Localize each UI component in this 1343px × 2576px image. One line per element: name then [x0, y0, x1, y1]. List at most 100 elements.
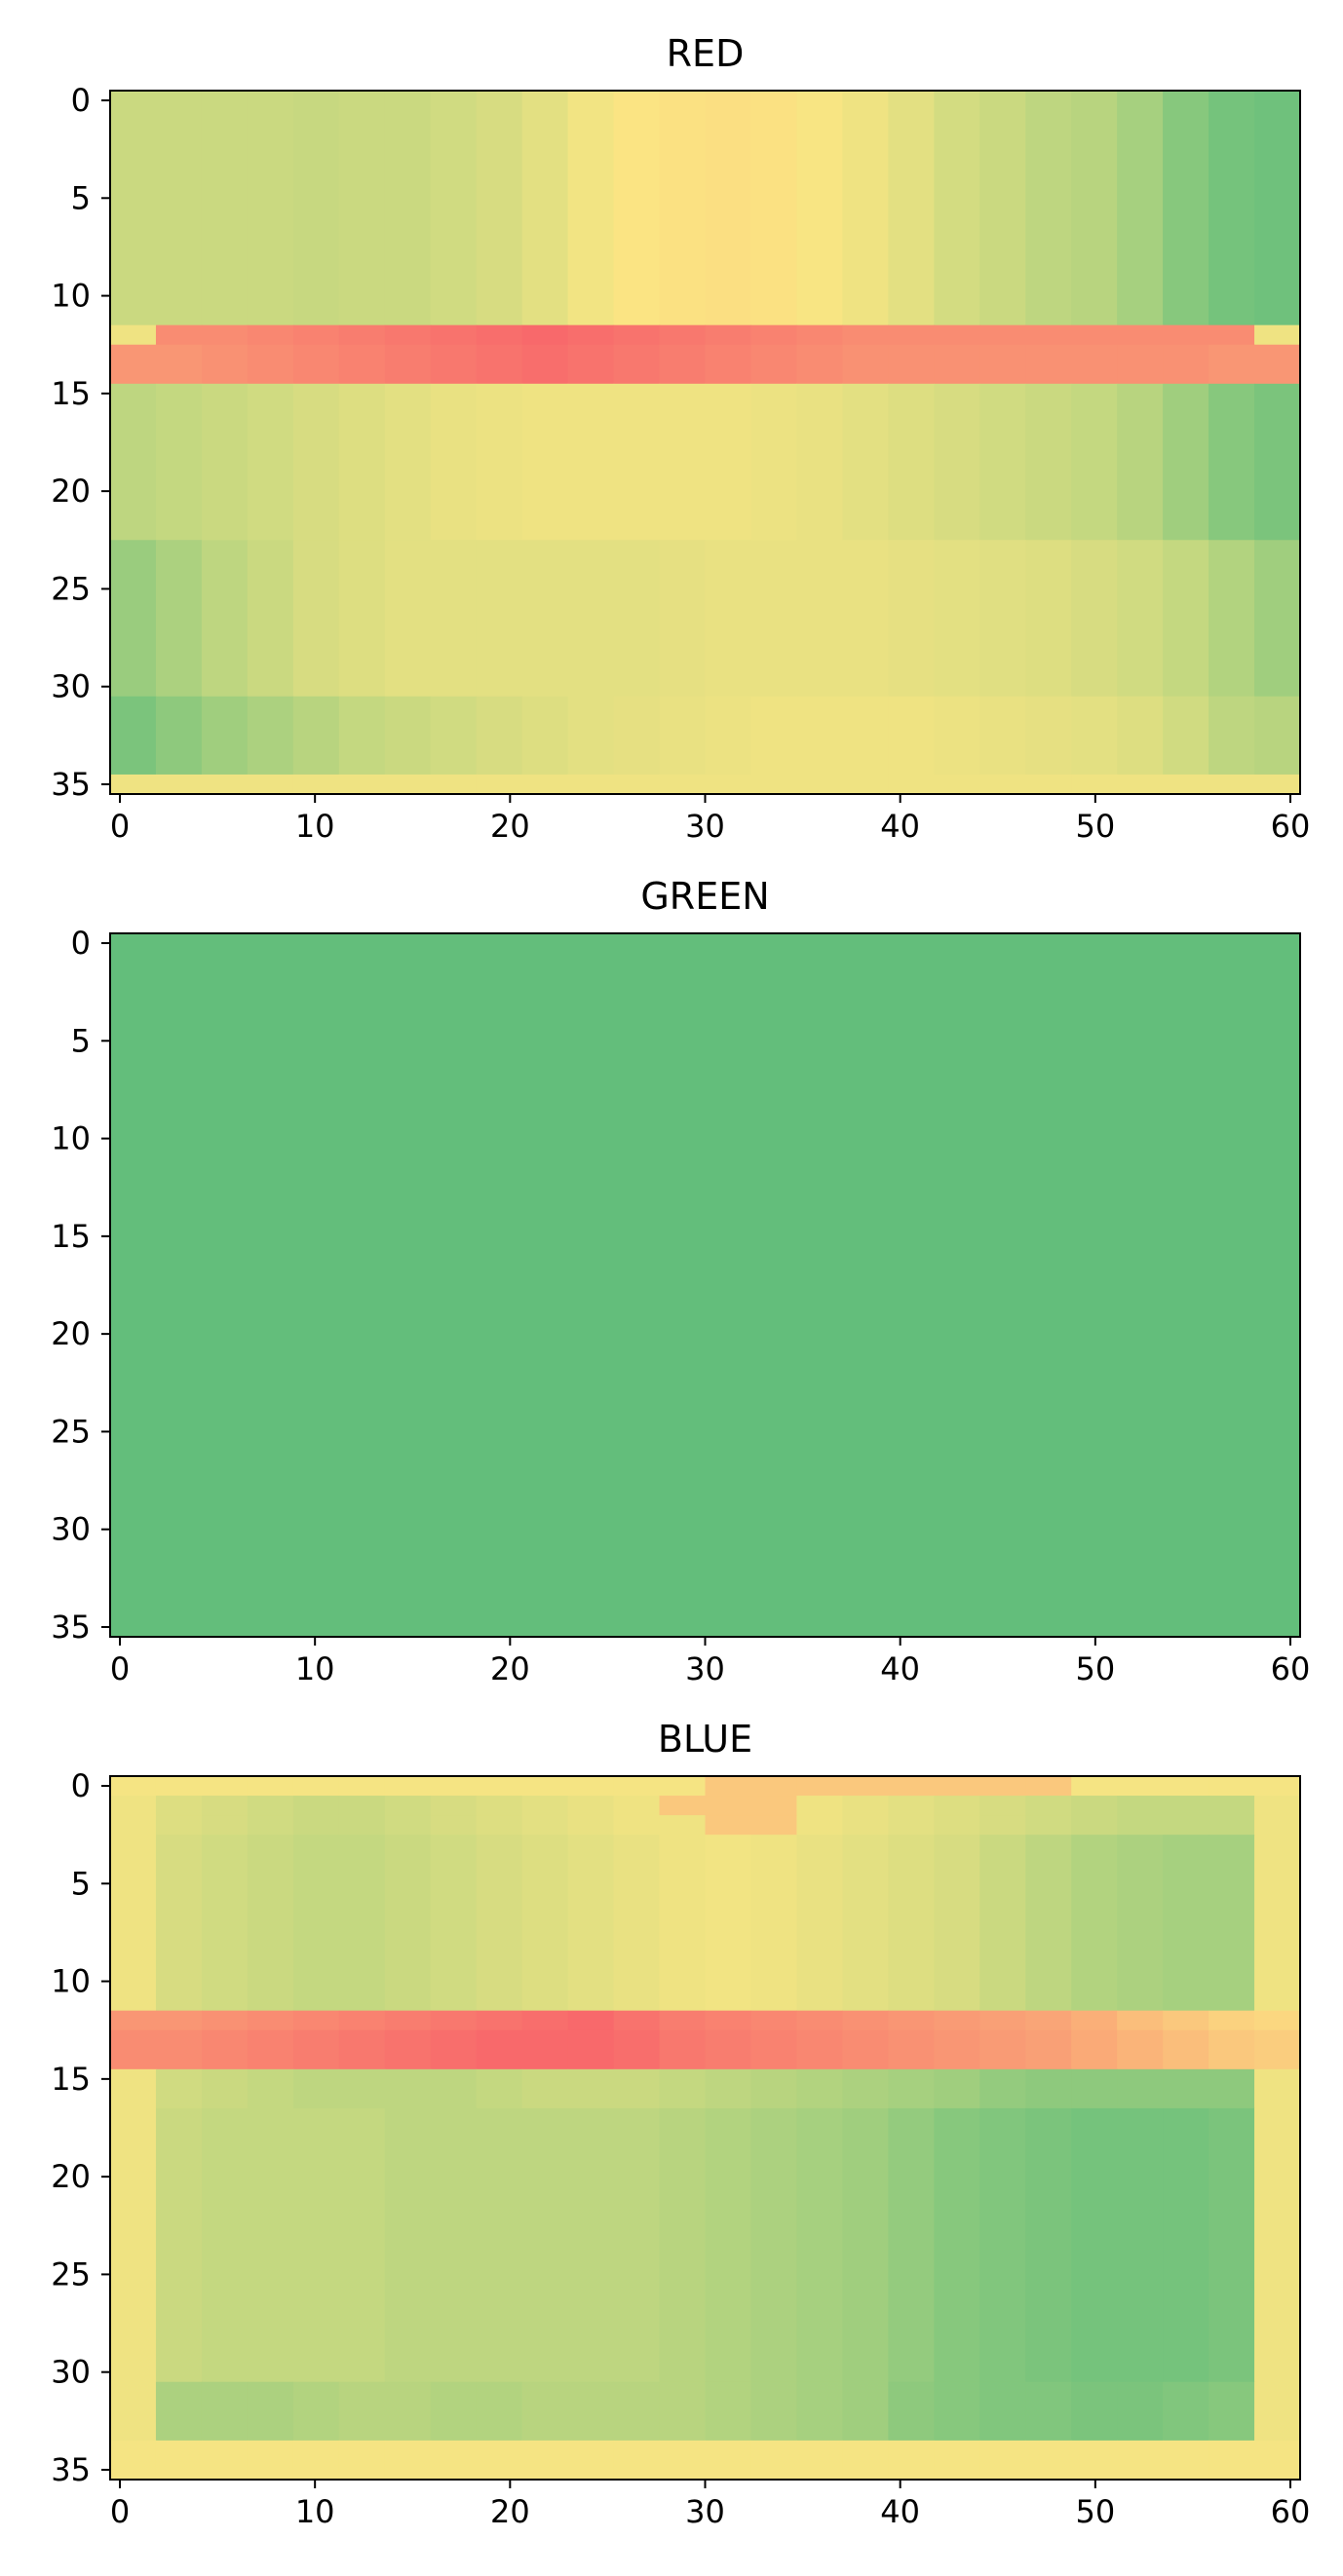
heatmap-cell: [1117, 324, 1164, 346]
heatmap-cell: [750, 2068, 798, 2109]
heatmap-cell: [521, 2068, 569, 2109]
heatmap-cell: [292, 383, 340, 541]
heatmap-cell: [110, 540, 157, 698]
heatmap-cell: [1163, 774, 1209, 795]
heatmap-cell: [796, 1835, 843, 2012]
heatmap-cell: [110, 91, 157, 326]
heatmap-cell: [338, 2010, 386, 2031]
heatmap-cell: [1163, 696, 1209, 776]
heatmap-cell: [888, 2381, 935, 2442]
heatmap-cell: [110, 1796, 157, 1816]
heatmap-cell: [1209, 1776, 1255, 1797]
heatmap-cell: [1025, 1796, 1072, 1816]
heatmap-cell: [1209, 344, 1255, 385]
heatmap-cell: [705, 1776, 752, 1797]
heatmap-cell: [1025, 344, 1072, 385]
heatmap-cell: [384, 2440, 432, 2481]
x-tick-label: 30: [685, 2493, 725, 2530]
heatmap-cell: [659, 2381, 707, 2442]
heatmap-cell: [430, 2440, 478, 2481]
heatmap-cell: [1254, 540, 1301, 698]
heatmap-cell: [659, 2010, 707, 2031]
heatmap-cell: [155, 344, 203, 385]
heatmap-cell: [705, 2107, 752, 2383]
heatmap-cell: [750, 774, 798, 795]
heatmap-cell: [1071, 1796, 1118, 1816]
heatmap-cell: [1209, 1815, 1255, 1836]
heatmap-cell: [1117, 2068, 1164, 2109]
heatmap-cell: [521, 91, 569, 326]
heatmap-cell: [247, 91, 294, 326]
heatmap-cell: [384, 344, 432, 385]
heatmap-cell: [613, 774, 661, 795]
heatmap-cell: [796, 91, 843, 326]
heatmap-cell: [384, 2107, 432, 2383]
heatmap-cell: [338, 383, 386, 541]
x-tick-label: 30: [685, 1650, 725, 1687]
heatmap-cell: [750, 383, 798, 541]
heatmap-cell: [888, 2029, 935, 2070]
heatmap-cell: [338, 344, 386, 385]
heatmap-cell: [567, 2381, 615, 2442]
heatmap-cell: [796, 2029, 843, 2070]
heatmap-cell: [705, 1796, 752, 1816]
heatmap-cell: [659, 774, 707, 795]
heatmap-cell: [796, 696, 843, 776]
heatmap-cell: [842, 1776, 889, 1797]
x-tick-label: 10: [295, 2493, 335, 2530]
heatmap-cell: [476, 2010, 523, 2031]
heatmap-cell: [110, 1776, 157, 1797]
heatmap-cell: [888, 2440, 935, 2481]
heatmap-cell: [750, 1796, 798, 1816]
heatmap-cell: [521, 2381, 569, 2442]
heatmap-cell: [338, 696, 386, 776]
heatmap-cell: [1254, 2029, 1301, 2070]
heatmap-cell: [567, 1796, 615, 1816]
heatmap-cell: [384, 2010, 432, 2031]
heatmap-cell: [934, 2068, 980, 2109]
heatmap-cell: [1163, 324, 1209, 346]
y-tick-label: 20: [51, 473, 91, 510]
y-tick-label: 30: [51, 1511, 91, 1548]
heatmap-cell: [155, 2107, 203, 2383]
heatmap-cell: [292, 1776, 340, 1797]
heatmap-cell: [430, 696, 478, 776]
heatmap-cell: [979, 2029, 1026, 2070]
heatmap-cell: [110, 2107, 157, 2383]
heatmap-cell: [979, 540, 1026, 698]
heatmap-cell: [567, 2440, 615, 2481]
heatmap-cell: [934, 2107, 980, 2383]
x-tick-label: 0: [110, 808, 130, 845]
heatmap-cell: [110, 383, 157, 541]
heatmap-cell: [613, 1796, 661, 1816]
heatmap-cell: [247, 1835, 294, 2012]
heatmap-cell: [888, 2068, 935, 2109]
heatmap-cell: [613, 2029, 661, 2070]
y-tick-label: 25: [51, 1413, 91, 1450]
heatmap-cell: [842, 1815, 889, 1836]
heatmap-cell: [1254, 2440, 1301, 2481]
heatmap-cell: [1025, 1835, 1072, 2012]
x-tick-label: 10: [295, 808, 335, 845]
heatmap-cell: [796, 2440, 843, 2481]
heatmap-cell: [796, 344, 843, 385]
panel-title: RED: [667, 32, 745, 75]
heatmap-cell: [1071, 383, 1118, 541]
heatmap-cell: [155, 1796, 203, 1816]
heatmap-cell: [888, 1776, 935, 1797]
heatmap-cell: [567, 2010, 615, 2031]
heatmap-cell: [796, 774, 843, 795]
panel-title: GREEN: [640, 875, 769, 918]
heatmap-cell: [705, 91, 752, 326]
heatmap-cell: [796, 1815, 843, 1836]
heatmap-cell: [659, 324, 707, 346]
heatmap-cell: [888, 2010, 935, 2031]
heatmap-cell: [1071, 324, 1118, 346]
heatmap-cell: [1071, 2381, 1118, 2442]
heatmap-cell: [796, 1796, 843, 1816]
heatmap-cell: [1163, 2381, 1209, 2442]
heatmap-cell: [247, 540, 294, 698]
heatmap-cell: [934, 2381, 980, 2442]
heatmap-cell: [338, 2068, 386, 2109]
heatmap-cell: [1209, 2010, 1255, 2031]
